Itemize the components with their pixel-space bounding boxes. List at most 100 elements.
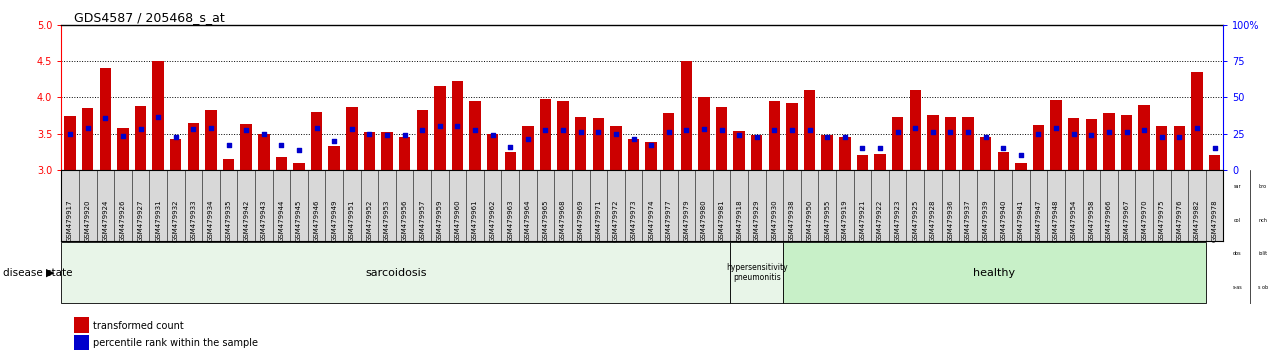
- Bar: [839, 137, 850, 170]
- Bar: [787, 103, 798, 170]
- Text: col: col: [1234, 218, 1241, 223]
- Point: [958, 129, 978, 135]
- Bar: [1138, 104, 1149, 170]
- Point: [429, 124, 450, 129]
- Point: [324, 138, 345, 144]
- Point: [799, 127, 820, 133]
- Bar: [1209, 155, 1221, 170]
- Point: [623, 137, 644, 142]
- Text: hypersensitivity
pneumonitis: hypersensitivity pneumonitis: [725, 263, 788, 282]
- Point: [78, 125, 98, 131]
- Point: [130, 126, 151, 132]
- Point: [254, 131, 275, 136]
- Point: [112, 133, 133, 139]
- Point: [395, 132, 415, 138]
- Point: [817, 134, 838, 139]
- Point: [589, 129, 609, 135]
- Bar: [522, 126, 534, 170]
- Bar: [1103, 113, 1115, 170]
- Point: [888, 129, 908, 135]
- Text: disease state: disease state: [3, 268, 72, 278]
- Point: [659, 129, 679, 135]
- Bar: [540, 99, 552, 170]
- Text: s-as: s-as: [1232, 285, 1243, 290]
- Point: [236, 127, 257, 133]
- Bar: [909, 90, 921, 170]
- Point: [747, 134, 767, 139]
- Bar: [100, 68, 111, 170]
- Point: [517, 137, 538, 142]
- Bar: [346, 107, 358, 170]
- Bar: [733, 131, 744, 170]
- Point: [994, 145, 1014, 151]
- Text: ▶: ▶: [46, 268, 55, 278]
- Point: [501, 144, 521, 149]
- Bar: [997, 152, 1009, 170]
- Point: [1152, 135, 1172, 140]
- Point: [271, 142, 291, 148]
- Point: [1082, 132, 1102, 138]
- Point: [1186, 125, 1207, 131]
- Point: [922, 129, 942, 135]
- Bar: [258, 133, 269, 170]
- Point: [341, 126, 363, 132]
- Bar: [645, 142, 656, 170]
- Point: [764, 127, 784, 133]
- Point: [940, 129, 960, 135]
- Point: [412, 127, 433, 133]
- Point: [782, 127, 802, 133]
- Point: [377, 132, 397, 138]
- Bar: [1121, 115, 1133, 170]
- Point: [148, 114, 169, 120]
- Bar: [152, 61, 163, 170]
- Point: [641, 142, 661, 147]
- Point: [711, 127, 732, 133]
- Bar: [663, 113, 674, 170]
- Text: percentile rank within the sample: percentile rank within the sample: [93, 338, 258, 348]
- Bar: [1015, 162, 1027, 170]
- Bar: [557, 101, 568, 170]
- Point: [1204, 145, 1225, 151]
- Point: [1028, 131, 1048, 136]
- Bar: [875, 154, 886, 170]
- Bar: [805, 90, 815, 170]
- Text: bro: bro: [1259, 184, 1267, 189]
- Point: [535, 127, 555, 133]
- FancyBboxPatch shape: [730, 242, 783, 303]
- Point: [359, 131, 379, 136]
- Bar: [699, 97, 710, 170]
- Bar: [398, 137, 410, 170]
- Bar: [681, 61, 692, 170]
- Bar: [223, 159, 234, 170]
- Bar: [240, 124, 252, 170]
- Bar: [434, 86, 446, 170]
- Point: [870, 145, 890, 151]
- Bar: [135, 106, 147, 170]
- Point: [483, 132, 503, 138]
- Bar: [1156, 126, 1167, 170]
- Bar: [769, 101, 780, 170]
- Bar: [452, 81, 464, 170]
- Bar: [470, 101, 480, 170]
- Point: [306, 125, 327, 131]
- Point: [60, 131, 80, 136]
- Bar: [294, 162, 305, 170]
- Point: [1046, 125, 1066, 131]
- Bar: [610, 126, 622, 170]
- Bar: [927, 115, 939, 170]
- Bar: [751, 135, 762, 170]
- Bar: [416, 110, 428, 170]
- Bar: [821, 135, 833, 170]
- Bar: [891, 117, 903, 170]
- Bar: [575, 117, 586, 170]
- Bar: [82, 108, 93, 170]
- Bar: [1068, 118, 1079, 170]
- Bar: [188, 123, 199, 170]
- Point: [1064, 131, 1084, 136]
- Bar: [945, 117, 956, 170]
- Point: [1170, 134, 1190, 139]
- Bar: [206, 110, 217, 170]
- Bar: [276, 157, 287, 170]
- Bar: [64, 116, 75, 170]
- Point: [571, 129, 591, 135]
